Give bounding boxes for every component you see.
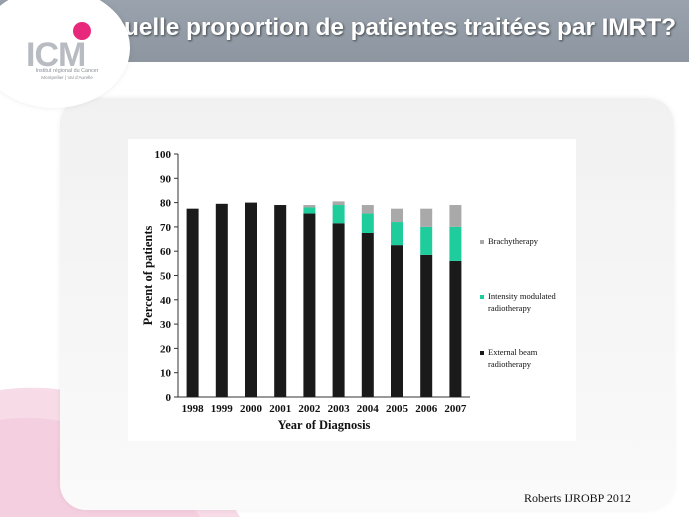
legend-label: Brachytherapy <box>488 236 539 246</box>
y-tick-label: 90 <box>160 173 172 185</box>
x-tick-label: 2005 <box>386 403 409 415</box>
y-tick-label: 70 <box>160 222 172 234</box>
citation: Roberts IJROBP 2012 <box>524 491 631 505</box>
y-tick-label: 40 <box>160 295 172 307</box>
bar-segment-external-beam <box>391 245 403 397</box>
logo-pink-dot <box>73 22 91 40</box>
y-tick-label: 50 <box>160 271 172 283</box>
bar-segment-imrt <box>420 226 433 255</box>
x-tick-label: 2001 <box>269 403 291 415</box>
icm-logo: ICM <box>26 22 91 70</box>
bar-segment-brachytherapy <box>303 205 316 208</box>
y-tick-label: 20 <box>160 343 172 355</box>
bar-segment-external-beam <box>215 203 228 397</box>
bar-segment-imrt <box>361 213 374 233</box>
bar-segment-external-beam <box>420 254 433 397</box>
x-axis-title: Year of Diagnosis <box>278 418 371 432</box>
x-tick-label: 2007 <box>444 403 467 415</box>
y-tick-label: 60 <box>160 246 172 258</box>
logo-text-line1: Institut régional du Cancer <box>35 68 99 74</box>
y-axis-title: Percent of patients <box>141 225 155 325</box>
x-tick-label: 2002 <box>298 403 321 415</box>
chart-image: 0 10 20 30 40 50 60 70 80 90 100 1998 1999 2000 2001 20… <box>128 139 576 441</box>
y-tick-label: 10 <box>160 368 172 380</box>
x-tick-label: 2003 <box>328 403 351 415</box>
x-tick-label: 1998 <box>182 403 205 415</box>
legend-swatch <box>480 240 484 244</box>
bar-segment-brachytherapy <box>332 201 345 206</box>
legend-label: Intensity modulated <box>488 291 557 301</box>
logo-text-line2: Montpellier | Val d'Aurelle <box>41 75 93 80</box>
x-tick-label: 2000 <box>240 403 263 415</box>
y-tick-label: 100 <box>155 149 172 161</box>
bar-segment-imrt <box>332 205 345 224</box>
bar-segment-external-beam <box>449 260 462 397</box>
legend-label: External beam <box>488 347 538 357</box>
bar-segment-external-beam <box>332 223 345 397</box>
slide-title: Quelle proportion de patientes traitées … <box>105 14 676 41</box>
bar-segment-external-beam <box>274 205 287 397</box>
bar-segment-external-beam <box>361 232 374 397</box>
stacked-bar-chart: 0 10 20 30 40 50 60 70 80 90 100 1998 1999 2000 2001 20… <box>141 149 557 432</box>
x-tick-label: 1999 <box>211 403 234 415</box>
y-tick-label: 0 <box>166 392 172 404</box>
y-tick-label: 80 <box>160 198 172 210</box>
bar-segment-imrt <box>391 222 403 246</box>
x-tick-label: 2004 <box>357 403 380 415</box>
bar-segment-brachytherapy <box>361 205 374 214</box>
y-tick-label: 30 <box>160 319 172 331</box>
x-tick-label: 2006 <box>415 403 438 415</box>
legend-label: radiotherapy <box>488 303 532 313</box>
legend-label: radiotherapy <box>488 359 532 369</box>
bar-segment-external-beam <box>186 208 199 397</box>
bar-segment-imrt <box>449 226 462 261</box>
bar-segment-brachytherapy <box>391 208 403 223</box>
logo-mark-text: ICM <box>26 36 85 70</box>
legend-swatch <box>480 351 484 355</box>
bar-segment-brachytherapy <box>449 205 462 227</box>
bar-segment-external-beam <box>245 202 257 397</box>
bar-segment-imrt <box>303 207 316 214</box>
legend-swatch <box>480 295 484 299</box>
bar-segment-brachytherapy <box>420 208 433 227</box>
bar-segment-external-beam <box>303 213 316 397</box>
